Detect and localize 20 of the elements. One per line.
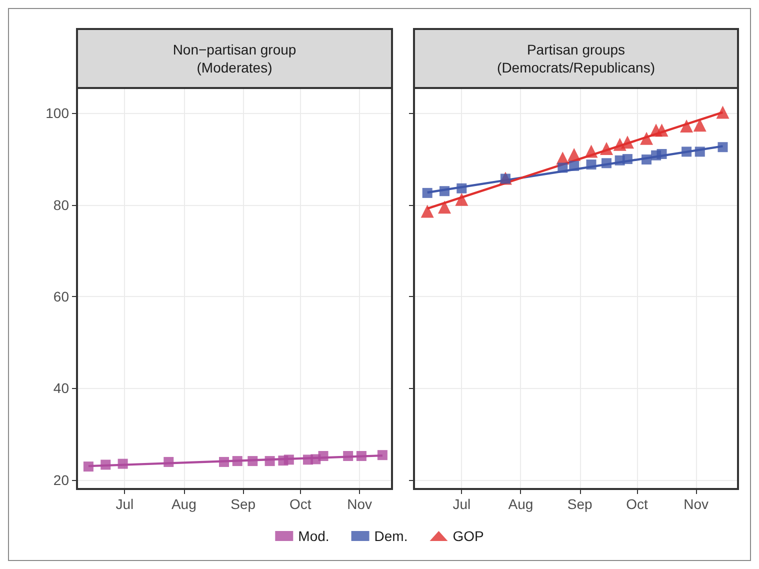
y-tick-label: 80 bbox=[53, 196, 70, 213]
x-tick-label: Oct bbox=[289, 496, 312, 512]
legend-label: GOP bbox=[452, 528, 484, 544]
x-tick-label: Jul bbox=[116, 496, 134, 512]
x-tick-label: Nov bbox=[684, 496, 709, 512]
x-tick-label: Aug bbox=[508, 496, 534, 512]
x-tick-label: Oct bbox=[626, 496, 648, 512]
legend-label: Dem. bbox=[374, 528, 408, 544]
x-tick-label: Jul bbox=[452, 496, 471, 512]
chart-title: Partisan groups (Democrats/Republicans) bbox=[497, 42, 655, 76]
x-tick-label: Aug bbox=[171, 496, 196, 512]
legend-label: Mod. bbox=[298, 528, 330, 544]
y-tick-label: 100 bbox=[46, 105, 70, 122]
x-tick-label: Sep bbox=[230, 496, 256, 512]
y-tick-label: 60 bbox=[53, 288, 70, 305]
y-tick-label: 20 bbox=[53, 472, 70, 488]
chart-title: Non−partisan group (Moderates) bbox=[172, 42, 296, 76]
y-tick-label: 40 bbox=[53, 380, 70, 396]
x-tick-label: Sep bbox=[567, 496, 592, 512]
x-tick-label: Nov bbox=[347, 496, 372, 512]
